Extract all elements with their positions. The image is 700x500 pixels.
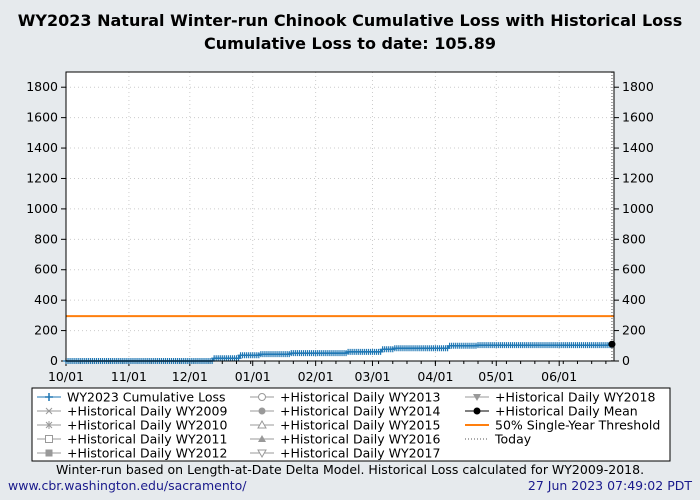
legend-label: +Historical Daily WY2017 bbox=[280, 446, 440, 461]
y-tick-label-right: 0 bbox=[622, 353, 630, 368]
legend-down-triangle-marker-icon bbox=[473, 394, 481, 401]
chart-subtitle: Cumulative Loss to date: 105.89 bbox=[204, 34, 496, 53]
legend-x-marker-icon bbox=[45, 407, 53, 415]
legend-open-square-marker-icon bbox=[45, 435, 53, 443]
y-tick-label: 200 bbox=[34, 323, 58, 338]
y-tick-label-right: 400 bbox=[622, 292, 646, 307]
x-tick-label: 03/01 bbox=[354, 369, 390, 384]
source-link[interactable]: www.cbr.washington.edu/sacramento/ bbox=[8, 478, 247, 493]
y-tick-label-right: 800 bbox=[622, 231, 646, 246]
legend-open-triangle-marker-icon bbox=[257, 419, 267, 429]
legend-box bbox=[31, 387, 671, 462]
legend-label: +Historical Daily WY2018 bbox=[495, 390, 655, 405]
x-tick-label: 04/01 bbox=[417, 369, 453, 384]
y-tick-label-right: 600 bbox=[622, 262, 646, 277]
legend-label: 50% Single-Year Threshold bbox=[495, 418, 660, 433]
y-tick-label: 0 bbox=[50, 353, 58, 368]
legend-item: +Historical Daily WY2015 bbox=[250, 418, 440, 433]
legend-item: 50% Single-Year Threshold bbox=[465, 418, 660, 433]
y-tick-label-right: 1200 bbox=[622, 170, 654, 185]
legend-label: +Historical Daily WY2010 bbox=[67, 418, 227, 433]
legend-label: +Historical Daily WY2014 bbox=[280, 404, 440, 419]
y-tick-label: 600 bbox=[34, 262, 58, 277]
legend-circle-marker-icon bbox=[258, 407, 266, 415]
timestamp: 27 Jun 2023 07:49:02 PDT bbox=[527, 478, 692, 493]
x-tick-label: 05/01 bbox=[478, 369, 514, 384]
footer-note: Winter-run based on Length-at-Date Delta… bbox=[55, 462, 645, 477]
y-tick-label-right: 1400 bbox=[622, 140, 654, 155]
x-tick-label: 10/01 bbox=[48, 369, 84, 384]
y-tick-label: 1400 bbox=[26, 140, 58, 155]
y-tick-label: 800 bbox=[34, 231, 58, 246]
y-tick-label: 400 bbox=[34, 292, 58, 307]
legend-label: +Historical Daily WY2015 bbox=[280, 418, 440, 433]
legend-item: +Historical Daily WY2011 bbox=[37, 432, 227, 447]
legend-square-marker-icon bbox=[45, 449, 53, 457]
y-tick-label: 1200 bbox=[26, 170, 58, 185]
legend-open-circle-marker-icon bbox=[258, 393, 266, 401]
y-tick-label-right: 1000 bbox=[622, 201, 654, 216]
legend-star-marker-icon bbox=[45, 421, 53, 429]
legend-label: +Historical Daily WY2009 bbox=[67, 404, 227, 419]
legend-label: Today bbox=[494, 432, 532, 447]
legend-item: +Historical Daily WY2017 bbox=[250, 446, 440, 461]
legend-item: +Historical Daily WY2009 bbox=[37, 404, 227, 419]
x-tick-label: 01/01 bbox=[235, 369, 271, 384]
legend-item: WY2023 Cumulative Loss bbox=[37, 390, 226, 405]
y-tick-label-right: 1800 bbox=[622, 79, 654, 94]
x-tick-label: 02/01 bbox=[298, 369, 334, 384]
y-tick-label-right: 1600 bbox=[622, 110, 654, 125]
legend-circle-marker-icon bbox=[473, 407, 481, 415]
legend-label: +Historical Daily WY2012 bbox=[67, 446, 227, 461]
y-tick-label-right: 200 bbox=[622, 323, 646, 338]
legend-item: +Historical Daily WY2013 bbox=[250, 390, 440, 405]
y-tick-label: 1600 bbox=[26, 110, 58, 125]
legend-label: +Historical Daily WY2013 bbox=[280, 390, 440, 405]
y-tick-label: 1000 bbox=[26, 201, 58, 216]
legend-triangle-marker-icon bbox=[258, 435, 266, 442]
legend-item: +Historical Daily Mean bbox=[465, 404, 638, 419]
legend-label: +Historical Daily Mean bbox=[495, 404, 638, 419]
legend-label: WY2023 Cumulative Loss bbox=[67, 390, 226, 405]
legend-item: Today bbox=[465, 432, 532, 447]
legend-item: +Historical Daily WY2018 bbox=[465, 390, 655, 405]
y-tick-label: 1800 bbox=[26, 79, 58, 94]
legend-open-down-triangle-marker-icon bbox=[257, 449, 267, 459]
chart-title: WY2023 Natural Winter-run Chinook Cumula… bbox=[17, 11, 683, 30]
legend-item: +Historical Daily WY2012 bbox=[37, 446, 227, 461]
x-tick-label: 06/01 bbox=[541, 369, 577, 384]
x-tick-label: 12/01 bbox=[172, 369, 208, 384]
legend-item: +Historical Daily WY2010 bbox=[37, 418, 227, 433]
x-tick-label: 11/01 bbox=[111, 369, 147, 384]
legend-item: +Historical Daily WY2014 bbox=[250, 404, 440, 419]
legend-item: +Historical Daily WY2016 bbox=[250, 432, 440, 447]
legend-plus-marker-icon bbox=[45, 393, 53, 401]
legend-label: +Historical Daily WY2016 bbox=[280, 432, 440, 447]
legend-label: +Historical Daily WY2011 bbox=[67, 432, 227, 447]
plot-area bbox=[66, 72, 614, 361]
plot-frame bbox=[65, 71, 615, 362]
